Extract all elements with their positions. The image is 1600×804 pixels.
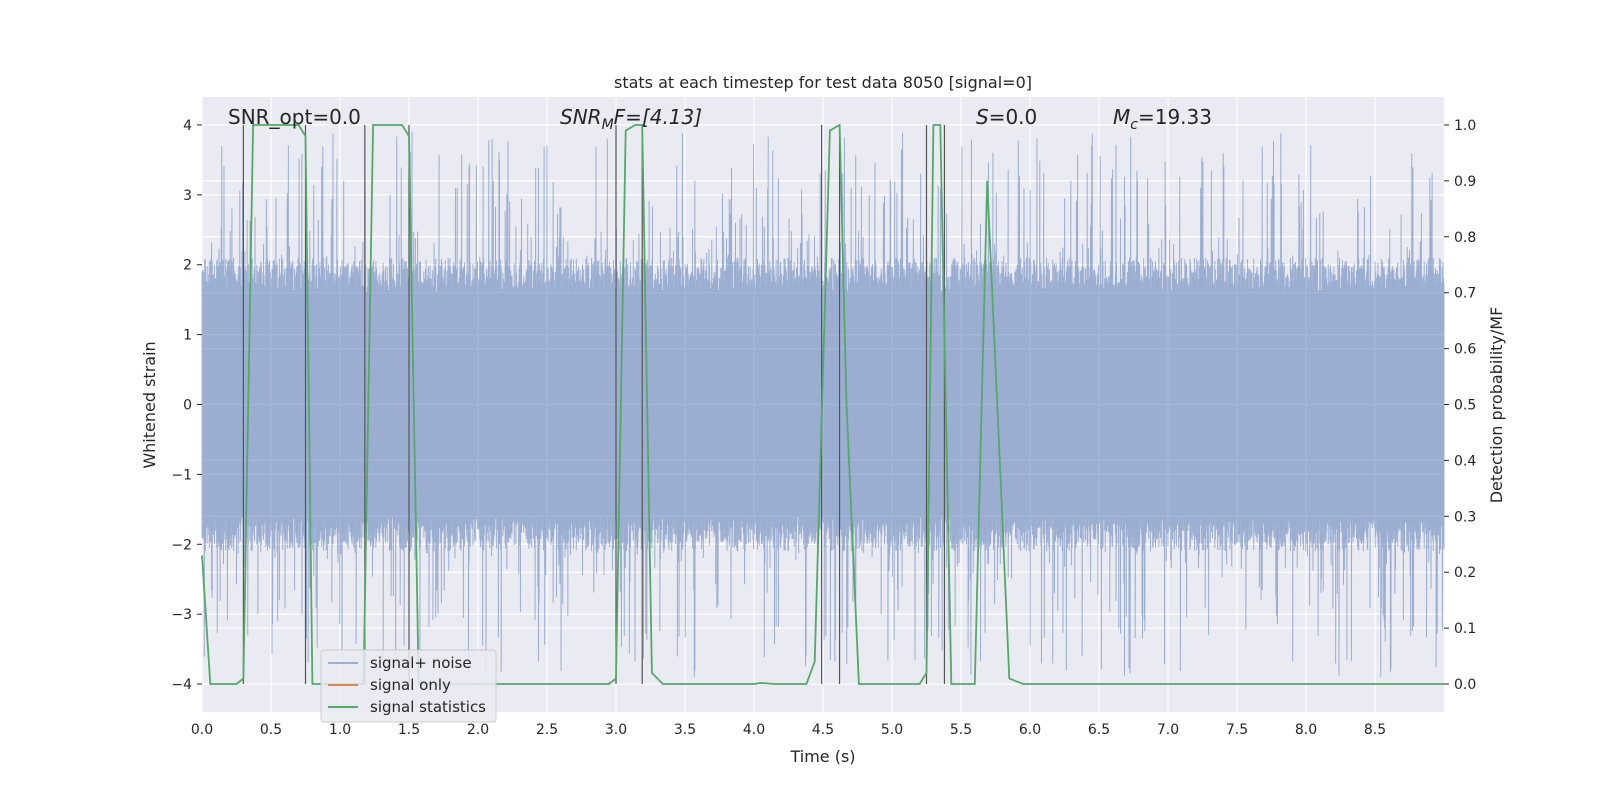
annotation-mc-label: M (1113, 105, 1130, 129)
annotation-s: S=0.0 (976, 105, 1037, 129)
x-tick-label: 7.5 (1226, 722, 1248, 738)
legend-entry-signal-only: signal only (370, 676, 451, 694)
chart-title: stats at each timestep for test data 805… (614, 73, 1032, 92)
y-axis-ticks: −4 −3 −2 −1 0 1 2 3 4 (171, 118, 202, 693)
y-tick-label: −2 (171, 537, 192, 553)
y-tick-label: 3 (183, 188, 192, 204)
y-tick-label: −1 (171, 467, 192, 483)
signal-statistics-series (201, 123, 1444, 685)
annotation-snr-mf-rest: F=[4.13] (614, 105, 702, 129)
annotation-mc: Mc=19.33 (1113, 105, 1212, 133)
annotation-s-rest: =0.0 (989, 105, 1038, 129)
legend-entry-signal-statistics: signal statistics (370, 698, 486, 716)
annotation-mc-sub: c (1130, 117, 1138, 133)
x-tick-label: 6.0 (1019, 722, 1041, 738)
annotation-mc-rest: =19.33 (1138, 105, 1212, 129)
annotation-s-label: S (976, 105, 989, 129)
x-tick-label: 1.5 (398, 722, 420, 738)
y-right-tick-label: 0.9 (1454, 174, 1476, 190)
x-tick-label: 5.5 (950, 722, 972, 738)
annotation-snr-opt: SNR_opt=0.0 (228, 105, 361, 129)
signal-statistics-line (201, 123, 1444, 685)
x-tick-label: 0.5 (260, 722, 282, 738)
legend: signal+ noise signal only signal statist… (320, 649, 497, 723)
y-axis-label: Whitened strain (140, 341, 159, 468)
y-tick-label: 0 (183, 398, 192, 414)
x-tick-label: 6.5 (1088, 722, 1110, 738)
x-tick-label: 2.5 (536, 722, 558, 738)
y-right-tick-label: 0.7 (1454, 286, 1476, 302)
x-tick-label: 8.5 (1364, 722, 1386, 738)
y-right-tick-label: 0.0 (1454, 677, 1476, 693)
y-right-tick-label: 1.0 (1454, 118, 1476, 134)
annotation-snr-mf: SNRMF=[4.13] (560, 105, 702, 133)
y-right-tick-label: 0.6 (1454, 342, 1476, 358)
x-axis-ticks: 0.0 0.5 1.0 1.5 2.0 2.5 3.0 3.5 4.0 4.5 5.0 5.5 6.0 6… (191, 722, 1386, 738)
y-right-tick-label: 0.2 (1454, 565, 1476, 581)
y-tick-label: 2 (183, 258, 192, 274)
legend-box (320, 649, 497, 723)
x-tick-label: 3.5 (674, 722, 696, 738)
annotation-snr-mf-sub: M (602, 117, 614, 133)
x-tick-label: 1.0 (329, 722, 351, 738)
y-right-tick-label: 0.5 (1454, 398, 1476, 414)
y-tick-label: −3 (171, 607, 192, 623)
x-tick-label: 7.0 (1157, 722, 1179, 738)
x-tick-label: 5.0 (881, 722, 903, 738)
y-tick-label: 4 (183, 118, 192, 134)
y-right-tick-label: 0.4 (1454, 453, 1476, 469)
x-axis-label: Time (s) (789, 747, 855, 766)
x-tick-label: 3.0 (605, 722, 627, 738)
legend-entry-signal-noise: signal+ noise (370, 654, 472, 672)
y-axis-right-ticks: 0.0 0.1 0.2 0.3 0.4 0.5 0.6 0.7 0.8 0.9 1.0 (1444, 118, 1476, 693)
x-tick-label: 2.0 (467, 722, 489, 738)
y-right-tick-label: 0.3 (1454, 509, 1476, 525)
y-right-tick-label: 0.1 (1454, 621, 1476, 637)
x-tick-label: 4.0 (743, 722, 765, 738)
annotation-snr-mf-label: SNR (560, 105, 602, 129)
y-axis-right-label: Detection probability/MF (1487, 307, 1506, 504)
y-tick-label: 1 (183, 328, 192, 344)
y-tick-label: −4 (171, 677, 192, 693)
x-tick-label: 0.0 (191, 722, 213, 738)
x-tick-label: 4.5 (812, 722, 834, 738)
y-right-tick-label: 0.8 (1454, 230, 1476, 246)
x-tick-label: 8.0 (1295, 722, 1317, 738)
